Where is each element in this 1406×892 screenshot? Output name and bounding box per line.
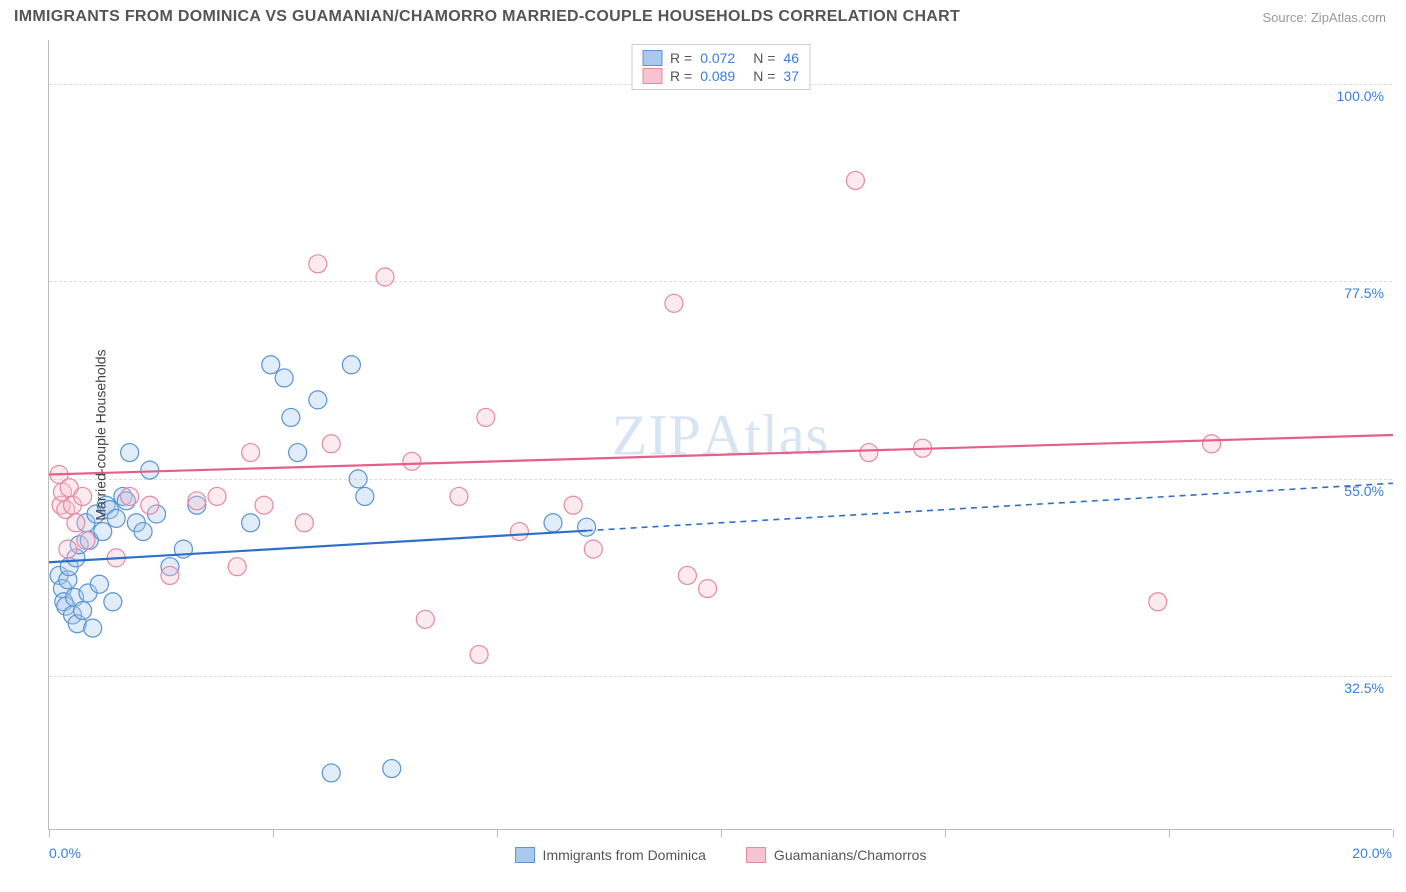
source-label: Source: ZipAtlas.com	[1262, 10, 1386, 25]
legend-bottom: Immigrants from Dominica Guamanians/Cham…	[515, 847, 927, 863]
plot-area: 32.5%55.0%77.5%100.0% ZIPAtlas Married-c…	[48, 40, 1392, 830]
legend-swatch-icon	[642, 50, 662, 66]
scatter-point	[59, 540, 77, 558]
legend-n-label: N =	[753, 68, 775, 84]
x-tick	[945, 829, 946, 837]
scatter-point	[699, 580, 717, 598]
legend-n-value: 46	[783, 50, 799, 66]
scatter-point	[510, 523, 528, 541]
scatter-point	[846, 171, 864, 189]
legend-r-label: R =	[670, 50, 692, 66]
x-tick	[1169, 829, 1170, 837]
scatter-point	[242, 514, 260, 532]
legend-r-value: 0.072	[700, 50, 735, 66]
scatter-point	[77, 531, 95, 549]
scatter-point	[356, 487, 374, 505]
x-tick	[1393, 829, 1394, 837]
x-tick	[273, 829, 274, 837]
legend-swatch-icon	[746, 847, 766, 863]
scatter-point	[584, 540, 602, 558]
legend-n-label: N =	[753, 50, 775, 66]
scatter-point	[860, 444, 878, 462]
scatter-point	[470, 645, 488, 663]
legend-bottom-series-2: Guamanians/Chamorros	[746, 847, 927, 863]
scatter-point	[477, 408, 495, 426]
scatter-point	[74, 487, 92, 505]
scatter-point	[141, 461, 159, 479]
scatter-plot-svg	[49, 40, 1392, 829]
legend-swatch-icon	[515, 847, 535, 863]
scatter-point	[275, 369, 293, 387]
scatter-point	[67, 514, 85, 532]
scatter-point	[342, 356, 360, 374]
legend-row-series-1: R = 0.072 N = 46	[642, 49, 799, 67]
scatter-point	[450, 487, 468, 505]
x-tick	[721, 829, 722, 837]
scatter-point	[1149, 593, 1167, 611]
legend-series-name: Guamanians/Chamorros	[774, 847, 927, 863]
scatter-point	[349, 470, 367, 488]
scatter-point	[309, 255, 327, 273]
scatter-point	[383, 760, 401, 778]
x-tick	[49, 829, 50, 837]
scatter-point	[403, 452, 421, 470]
trend-line-dashed	[587, 483, 1393, 530]
chart-container: 32.5%55.0%77.5%100.0% ZIPAtlas Married-c…	[48, 40, 1392, 830]
scatter-point	[678, 566, 696, 584]
scatter-point	[376, 268, 394, 286]
y-axis-label: Married-couple Households	[93, 349, 109, 520]
scatter-point	[544, 514, 562, 532]
legend-series-name: Immigrants from Dominica	[543, 847, 706, 863]
scatter-point	[94, 523, 112, 541]
legend-n-value: 37	[783, 68, 799, 84]
chart-title: IMMIGRANTS FROM DOMINICA VS GUAMANIAN/CH…	[14, 8, 960, 26]
scatter-point	[262, 356, 280, 374]
scatter-point	[208, 487, 226, 505]
scatter-point	[295, 514, 313, 532]
scatter-point	[104, 593, 122, 611]
scatter-point	[309, 391, 327, 409]
legend-swatch-icon	[642, 68, 662, 84]
scatter-point	[242, 444, 260, 462]
scatter-point	[188, 492, 206, 510]
scatter-point	[121, 487, 139, 505]
scatter-point	[322, 435, 340, 453]
legend-top: R = 0.072 N = 46 R = 0.089 N = 37	[631, 44, 810, 90]
scatter-point	[228, 558, 246, 576]
scatter-point	[84, 619, 102, 637]
scatter-point	[665, 294, 683, 312]
scatter-point	[282, 408, 300, 426]
scatter-point	[289, 444, 307, 462]
scatter-point	[255, 496, 273, 514]
scatter-point	[107, 509, 125, 527]
scatter-point	[74, 602, 92, 620]
scatter-point	[578, 518, 596, 536]
x-axis-label: 20.0%	[1352, 845, 1392, 861]
x-tick	[497, 829, 498, 837]
scatter-point	[90, 575, 108, 593]
scatter-point	[121, 444, 139, 462]
x-axis-label: 0.0%	[49, 845, 81, 861]
legend-r-value: 0.089	[700, 68, 735, 84]
scatter-point	[322, 764, 340, 782]
scatter-point	[134, 523, 152, 541]
scatter-point	[141, 496, 159, 514]
trend-line-solid	[49, 531, 587, 563]
legend-r-label: R =	[670, 68, 692, 84]
scatter-point	[416, 610, 434, 628]
legend-row-series-2: R = 0.089 N = 37	[642, 67, 799, 85]
legend-bottom-series-1: Immigrants from Dominica	[515, 847, 706, 863]
scatter-point	[161, 566, 179, 584]
scatter-point	[564, 496, 582, 514]
scatter-point	[1203, 435, 1221, 453]
